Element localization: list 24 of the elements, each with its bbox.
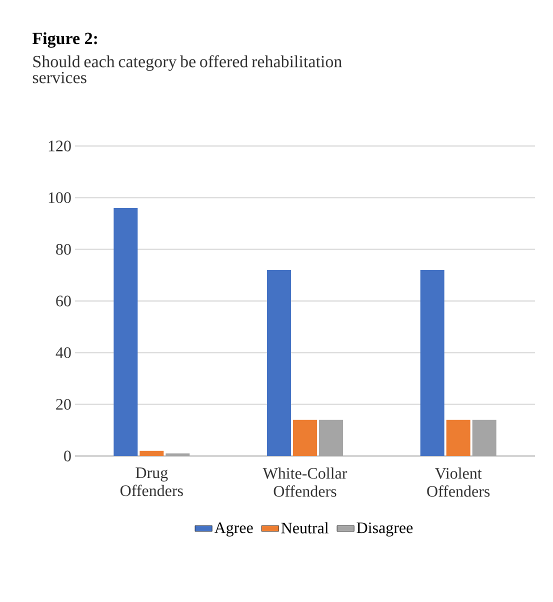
bar <box>266 270 291 456</box>
bar <box>319 420 343 456</box>
legend-label: Disagree <box>356 522 413 536</box>
y-tick-label: 20 <box>56 398 71 410</box>
bar <box>420 270 444 456</box>
x-tick-label: Drug Offenders <box>120 468 183 496</box>
x-tick-label: Violent Offenders <box>427 468 490 497</box>
y-tick-label: 60 <box>56 296 71 306</box>
legend-label: Neutral <box>281 522 329 534</box>
x-tick-label: White-Collar Offenders <box>262 468 348 497</box>
bar <box>166 453 190 456</box>
y-tick-label: 40 <box>56 347 71 358</box>
bar <box>140 450 164 456</box>
bar <box>292 420 317 456</box>
bar <box>114 208 138 456</box>
y-tick-label: 0 <box>64 450 71 462</box>
bar <box>472 420 496 456</box>
chart-title: Figure 2: <box>32 32 97 48</box>
chart-subtitle: Should each category be offered rehabilitation services <box>32 55 342 84</box>
y-tick-label: 100 <box>48 192 71 204</box>
y-tick-label: 120 <box>48 140 71 152</box>
legend-label: Agree <box>214 522 253 536</box>
bar <box>446 420 470 456</box>
y-tick-label: 80 <box>56 244 71 255</box>
